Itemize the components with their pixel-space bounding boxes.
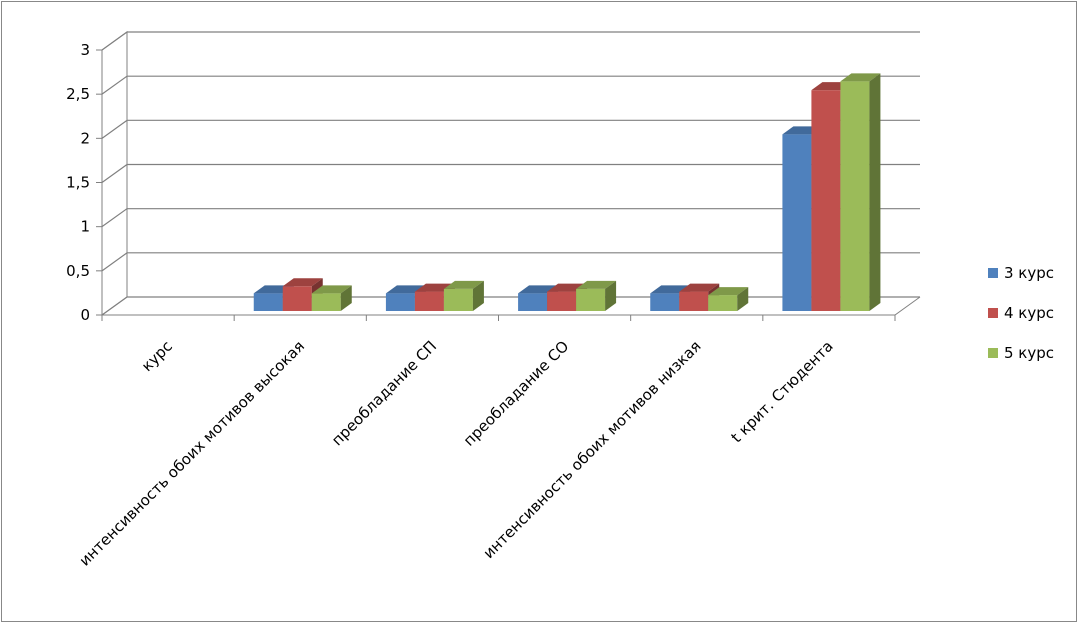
legend-item: 5 курс — [988, 344, 1054, 362]
x-category-label: t крит. Стюдента — [728, 337, 837, 446]
bars — [253, 73, 881, 312]
y-tick-label: 1 — [80, 218, 90, 236]
y-tick-label: 0,5 — [66, 262, 90, 280]
bar-side — [869, 73, 881, 311]
legend-swatch — [988, 348, 998, 358]
bar-front — [576, 288, 606, 311]
bar-side — [605, 280, 617, 311]
gridline — [101, 31, 920, 51]
axes — [96, 49, 921, 321]
bar-front — [811, 90, 841, 312]
bar-top — [708, 287, 749, 296]
bar-top — [311, 285, 352, 294]
bar-front — [679, 291, 709, 311]
bar-side — [737, 287, 749, 311]
y-tick-label: 1,5 — [66, 174, 90, 192]
legend-label: 5 курс — [1004, 344, 1054, 362]
x-category-label: преобладание СО — [460, 337, 573, 450]
bar-top — [576, 280, 617, 289]
legend-swatch — [988, 308, 998, 318]
bar-front — [782, 134, 812, 311]
legend-item: 4 курс — [988, 304, 1054, 322]
bar-side — [340, 285, 352, 311]
legend-label: 4 курс — [1004, 304, 1054, 322]
gridline — [101, 163, 920, 183]
bar-front — [650, 293, 680, 311]
y-tick-label: 2 — [80, 129, 90, 147]
bar-front — [518, 293, 548, 311]
bar-top — [840, 73, 881, 82]
bar-front — [282, 286, 312, 311]
bar-front — [840, 81, 870, 311]
y-tick-label: 0 — [80, 306, 90, 324]
legend-swatch — [988, 268, 998, 278]
y-axis-tick-labels: 0 0,5 1 1,5 2 2,5 3 — [66, 41, 90, 324]
bar-top — [282, 278, 323, 287]
bar-front — [443, 288, 473, 311]
bar-front — [708, 295, 738, 311]
bar-top — [443, 280, 484, 289]
bar — [576, 280, 617, 311]
x-category-label: интенсивность обоих мотивов высокая — [76, 337, 308, 569]
y-tick-label: 3 — [80, 41, 90, 59]
gridline — [101, 119, 920, 139]
bar-front — [385, 293, 415, 311]
gridline — [101, 75, 920, 95]
y-tick-label: 2,5 — [66, 85, 90, 103]
legend: 3 курс 4 курс 5 курс — [988, 264, 1054, 362]
bar-top — [679, 283, 720, 292]
gridline — [101, 252, 920, 272]
x-category-label: курс — [138, 337, 176, 375]
legend-item: 3 курс — [988, 264, 1054, 282]
x-category-label: преобладание СП — [328, 337, 440, 449]
bar-front — [414, 291, 444, 311]
bar — [311, 285, 352, 311]
gridlines — [101, 31, 920, 316]
bar-front — [253, 293, 283, 311]
gridline — [101, 208, 920, 228]
bar — [840, 73, 881, 311]
bar-side — [472, 280, 484, 311]
bar — [708, 287, 749, 311]
legend-label: 3 курс — [1004, 264, 1054, 282]
x-category-label: интенсивность обоих мотивов низкая — [480, 337, 705, 562]
bar-front — [311, 293, 341, 311]
bar-front — [547, 291, 577, 311]
bar — [443, 280, 484, 311]
